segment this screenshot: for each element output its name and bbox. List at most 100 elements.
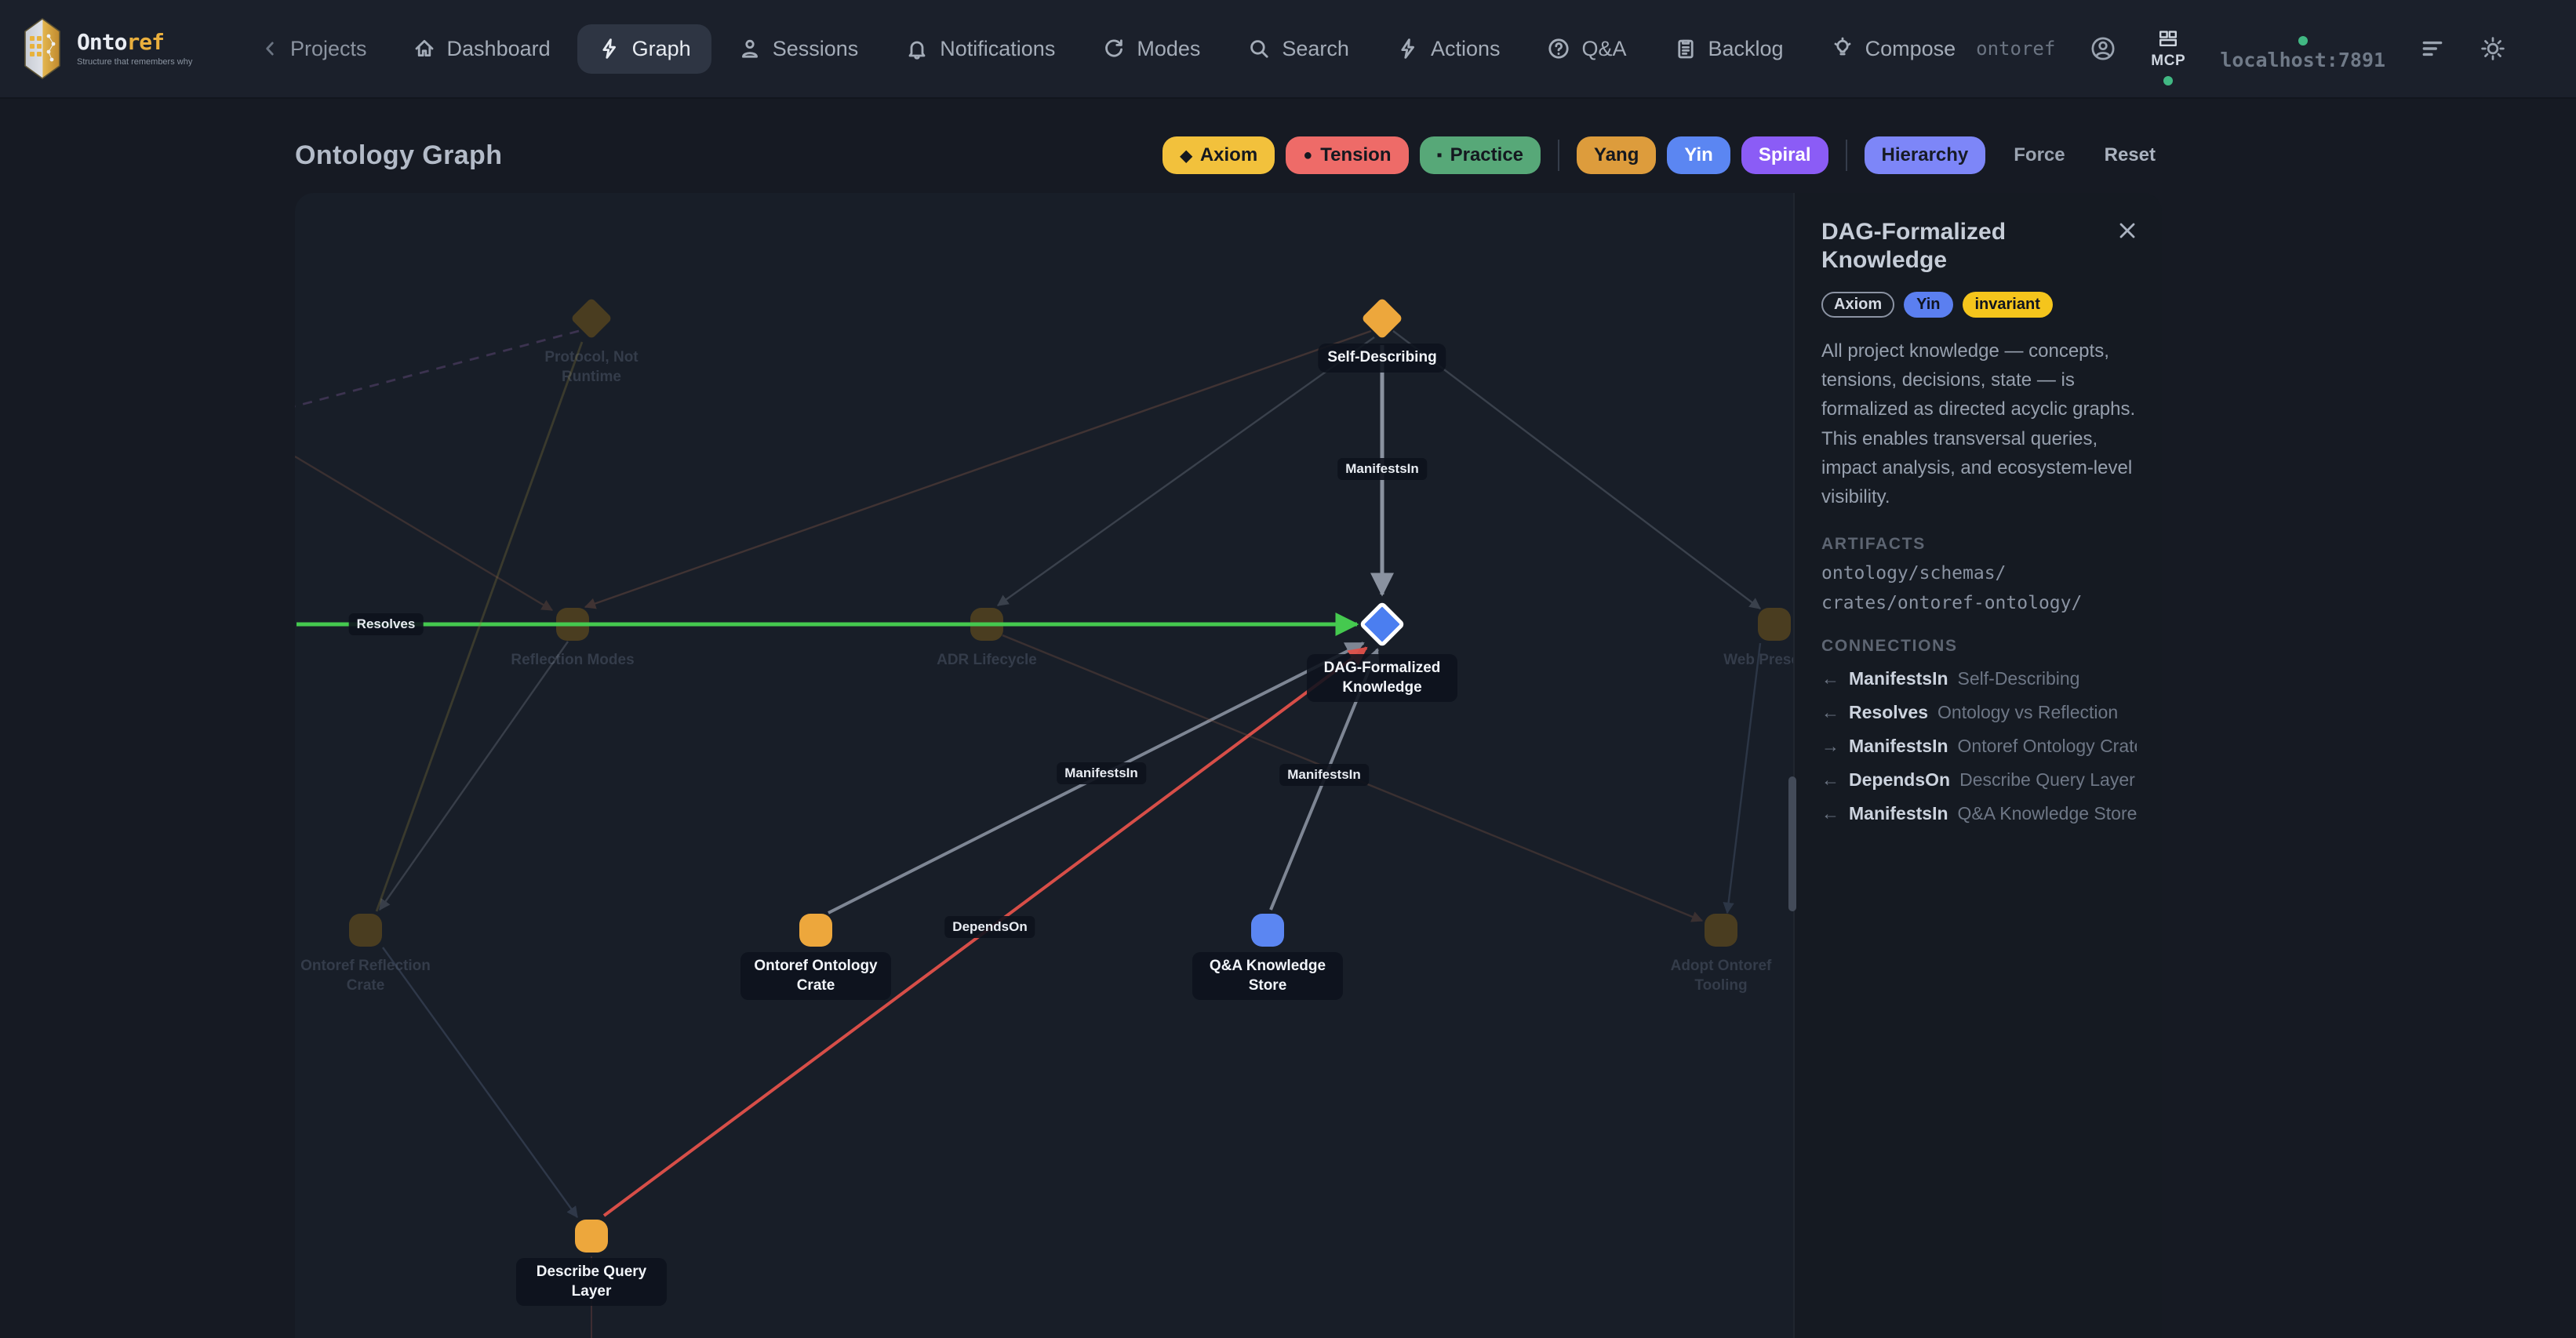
nav-item-label: Graph: [632, 37, 691, 61]
filter-label: Practice: [1450, 144, 1523, 166]
panel-close-button[interactable]: [2108, 218, 2137, 244]
nav-item-label: Actions: [1431, 37, 1501, 61]
connection-row[interactable]: ←ManifestsInSelf-Describing: [1821, 668, 2137, 689]
badge-axiom: Axiom: [1821, 292, 1894, 318]
bolt-icon: [598, 37, 621, 60]
edge-label-manifestsin: ManifestsIn: [1337, 458, 1427, 480]
nav-item-qa[interactable]: Q&A: [1526, 24, 1646, 74]
nav-right: ontoref MCP localhost:7891: [1976, 12, 2576, 85]
close-icon: [2118, 221, 2137, 240]
connection-target: Ontoref Ontology Crate: [1958, 736, 2137, 757]
home-icon: [413, 37, 436, 60]
graph-node-dag-formalized-knowledge[interactable]: [1366, 608, 1399, 641]
graph-node-self-describing[interactable]: [1367, 304, 1397, 333]
mcp-label: MCP: [2151, 53, 2185, 70]
cycle-icon: [1102, 37, 1126, 60]
bulb-icon: [1831, 37, 1854, 60]
nav-item-label: Compose: [1865, 37, 1956, 61]
connection-target: Ontology vs Reflection: [1937, 702, 2118, 723]
brand[interactable]: Ontoref Structure that remembers why: [22, 17, 257, 80]
diamond-shape: [1359, 601, 1405, 647]
panel-description: All project knowledge — concepts, tensio…: [1821, 336, 2137, 511]
connection-direction-in-icon: ←: [1821, 769, 1839, 791]
connection-row[interactable]: ←ManifestsInQ&A Knowledge Store: [1821, 803, 2137, 824]
avatar[interactable]: [2090, 35, 2116, 62]
nav-lines-button[interactable]: [2420, 36, 2445, 61]
filter-axiom[interactable]: ◆Axiom: [1162, 136, 1275, 174]
edge-label-resolves: Resolves: [349, 613, 424, 635]
nav-item-graph[interactable]: Graph: [577, 24, 711, 74]
nav-item-backlog[interactable]: Backlog: [1654, 24, 1804, 74]
clipboard-icon: [1674, 37, 1697, 60]
layout-force-button[interactable]: Force: [1996, 136, 2082, 174]
artifact-path: ontology/schemas/: [1821, 563, 2137, 584]
graph-toolbar: Ontology Graph ◆Axiom ●Tension ▪Practice Ya…: [295, 133, 2162, 177]
connection-direction-out-icon: →: [1821, 736, 1839, 757]
graph-node-qa-knowledge-store[interactable]: [1251, 914, 1284, 947]
badge-yin: Yin: [1904, 292, 1952, 318]
filter-tension[interactable]: ●Tension: [1286, 136, 1408, 174]
artifact-path: crates/ontoref-ontology/: [1821, 593, 2137, 613]
tag-filter-spiral[interactable]: Spiral: [1741, 136, 1828, 174]
filter-label: Yang: [1594, 144, 1639, 166]
graph-node-describe-query-layer[interactable]: [575, 1220, 608, 1253]
node-label-ontoref-ontology-crate: Ontoref Ontology Crate: [740, 952, 891, 1000]
filter-label: Spiral: [1759, 144, 1811, 166]
connection-verb: ManifestsIn: [1849, 803, 1948, 824]
node-label-qa-knowledge-store: Q&A Knowledge Store: [1192, 952, 1343, 1000]
sort-lines-icon: [2420, 36, 2445, 61]
nav-item-compose[interactable]: Compose: [1810, 24, 1977, 74]
person-icon: [738, 37, 762, 60]
nav-item-dashboard[interactable]: Dashboard: [392, 24, 571, 74]
connection-direction-in-icon: ←: [1821, 668, 1839, 689]
connection-row[interactable]: → ManifestsIn Ontoref Ontology Crate: [1821, 736, 2137, 757]
nav-item-notifications[interactable]: Notifications: [885, 24, 1075, 74]
panel-scrollbar-thumb[interactable]: [1788, 776, 1796, 911]
connection-verb: DependsOn: [1849, 769, 1950, 791]
tag-filter-yin[interactable]: Yin: [1667, 136, 1730, 174]
ontology-graph-canvas[interactable]: Protocol, Not RuntimeReflection ModesADR…: [295, 193, 2162, 1338]
nav-item-actions[interactable]: Actions: [1376, 24, 1521, 74]
tag-filter-yang[interactable]: Yang: [1577, 136, 1656, 174]
nav-item-label: Notifications: [940, 37, 1055, 61]
edge-faded: [295, 331, 579, 406]
connection-verb: ManifestsIn: [1849, 668, 1948, 689]
filter-practice[interactable]: ▪Practice: [1420, 136, 1541, 174]
nav-item-label: Dashboard: [447, 37, 551, 61]
graph-node-ontoref-ontology-crate[interactable]: [799, 914, 832, 947]
filter-label: Tension: [1320, 144, 1391, 166]
connections-heading: CONNECTIONS: [1821, 637, 2137, 656]
nav-item-label: Search: [1282, 37, 1349, 61]
connection-row[interactable]: ← Resolves Ontology vs Reflection: [1821, 702, 2137, 723]
sun-icon: [2480, 35, 2506, 62]
nav-item-search[interactable]: Search: [1227, 24, 1370, 74]
toolbar-divider: [1558, 140, 1559, 171]
connection-target: Describe Query Layer: [1959, 769, 2135, 791]
filter-label: Axiom: [1200, 144, 1257, 166]
nav-item-modes[interactable]: Modes: [1082, 24, 1221, 74]
nav-items: Dashboard Graph Sessions Notifications Modes…: [392, 24, 1977, 74]
mcp-status[interactable]: MCP: [2151, 27, 2185, 85]
connection-verb: ManifestsIn: [1849, 736, 1948, 757]
theme-toggle-button[interactable]: [2480, 35, 2506, 62]
reset-button[interactable]: Reset: [2094, 136, 2162, 174]
edge-faded: [1727, 643, 1760, 913]
nav-back-projects[interactable]: Projects: [257, 24, 377, 74]
badge-invariant: invariant: [1963, 292, 2053, 318]
connection-row[interactable]: ← DependsOn Describe Query Layer: [1821, 769, 2137, 791]
node-label-self-describing: Self-Describing: [1318, 344, 1446, 373]
nav-item-sessions[interactable]: Sessions: [718, 24, 879, 74]
layout-hierarchy-button[interactable]: Hierarchy: [1865, 136, 1986, 174]
nav-item-label: Modes: [1137, 37, 1200, 61]
filter-label: Yin: [1684, 144, 1712, 166]
square-shape: [799, 914, 832, 947]
connection-verb: Resolves: [1849, 702, 1928, 723]
bolt-icon: [1396, 37, 1420, 60]
question-icon: [1547, 37, 1570, 60]
connection-target: Q&A Knowledge Store: [1958, 803, 2137, 824]
page-title: Ontology Graph: [295, 140, 502, 171]
edge-faded: [383, 947, 577, 1217]
chevron-left-icon: [260, 38, 281, 59]
brand-tagline: Structure that remembers why: [77, 57, 192, 67]
connection-direction-in-icon: ←: [1821, 702, 1839, 723]
